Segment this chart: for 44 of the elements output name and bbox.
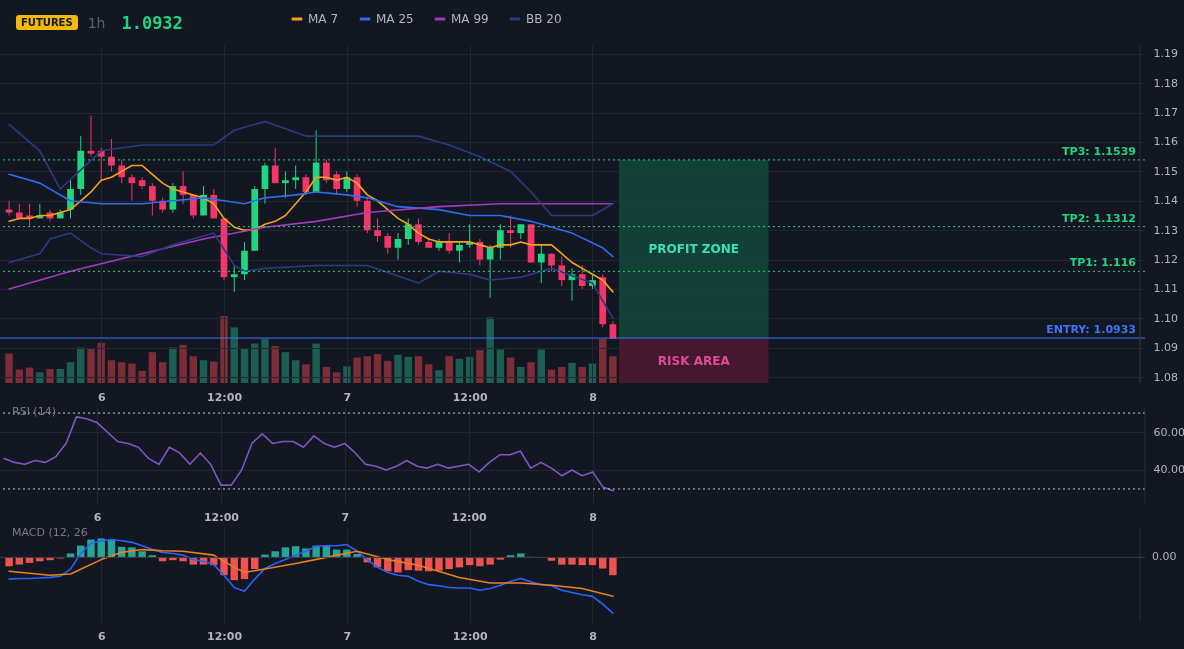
x-tick-label: 6 xyxy=(93,510,102,524)
text: 1.0932 xyxy=(121,12,183,33)
y-tick-label: 1.16 xyxy=(1153,135,1178,149)
x-tick-label: 12:00 xyxy=(452,629,488,643)
ref-line-label: TP1: 1.116 xyxy=(1069,256,1137,270)
ref-line-label: ENTRY: 1.0933 xyxy=(1046,323,1136,337)
y-tick-label: 1.19 xyxy=(1153,47,1178,61)
y-tick-label: 60.00 xyxy=(1153,425,1184,439)
y-tick-label: 1.09 xyxy=(1153,341,1178,355)
chart-title: MACD (12, 26 xyxy=(12,525,88,539)
legend-label: MA 99 xyxy=(451,12,489,26)
y-tick-label: 1.10 xyxy=(1153,311,1178,325)
legend-label: MA 25 xyxy=(376,12,414,26)
legend-label: MA 7 xyxy=(308,12,339,26)
x-tick-label: 6 xyxy=(97,629,106,643)
y-tick-label: 1.13 xyxy=(1153,223,1178,237)
x-tick-label: 12:00 xyxy=(203,510,240,524)
y-tick-label: 40.00 xyxy=(1153,463,1184,477)
band-label: PROFIT ZONE xyxy=(648,241,739,256)
y-tick-label: 1.15 xyxy=(1153,164,1178,178)
legend-label: BB 20 xyxy=(526,12,562,26)
x-tick-label: 7 xyxy=(343,390,352,404)
y-tick-label: 1.18 xyxy=(1153,76,1178,90)
x-tick-label: 8 xyxy=(589,629,597,643)
x-tick-label: 6 xyxy=(97,390,106,404)
x-tick-label: 8 xyxy=(589,390,597,404)
text: 1h xyxy=(87,14,106,31)
x-tick-label: 7 xyxy=(343,629,352,643)
x-tick-label: 12:00 xyxy=(207,629,243,643)
x-tick-label: 12:00 xyxy=(451,510,488,524)
y-tick-label: 1.11 xyxy=(1153,282,1178,296)
x-tick-label: 8 xyxy=(589,510,597,524)
ref-line-label: TP3: 1.1539 xyxy=(1062,144,1136,158)
y-tick-label: 1.14 xyxy=(1153,194,1178,208)
x-tick-label: 12:00 xyxy=(207,390,243,404)
y-tick-label: 1.08 xyxy=(1153,370,1178,384)
y-tick-label: 1.12 xyxy=(1153,253,1178,267)
x-tick-label: 7 xyxy=(341,510,350,524)
text: 0.00 xyxy=(1152,550,1177,564)
y-tick-label: 1.17 xyxy=(1153,106,1178,120)
x-tick-label: 12:00 xyxy=(452,390,488,404)
text: FUTURES xyxy=(16,15,78,30)
ref-line-label: TP2: 1.1312 xyxy=(1062,211,1136,225)
band-label: RISK AREA xyxy=(657,353,731,368)
